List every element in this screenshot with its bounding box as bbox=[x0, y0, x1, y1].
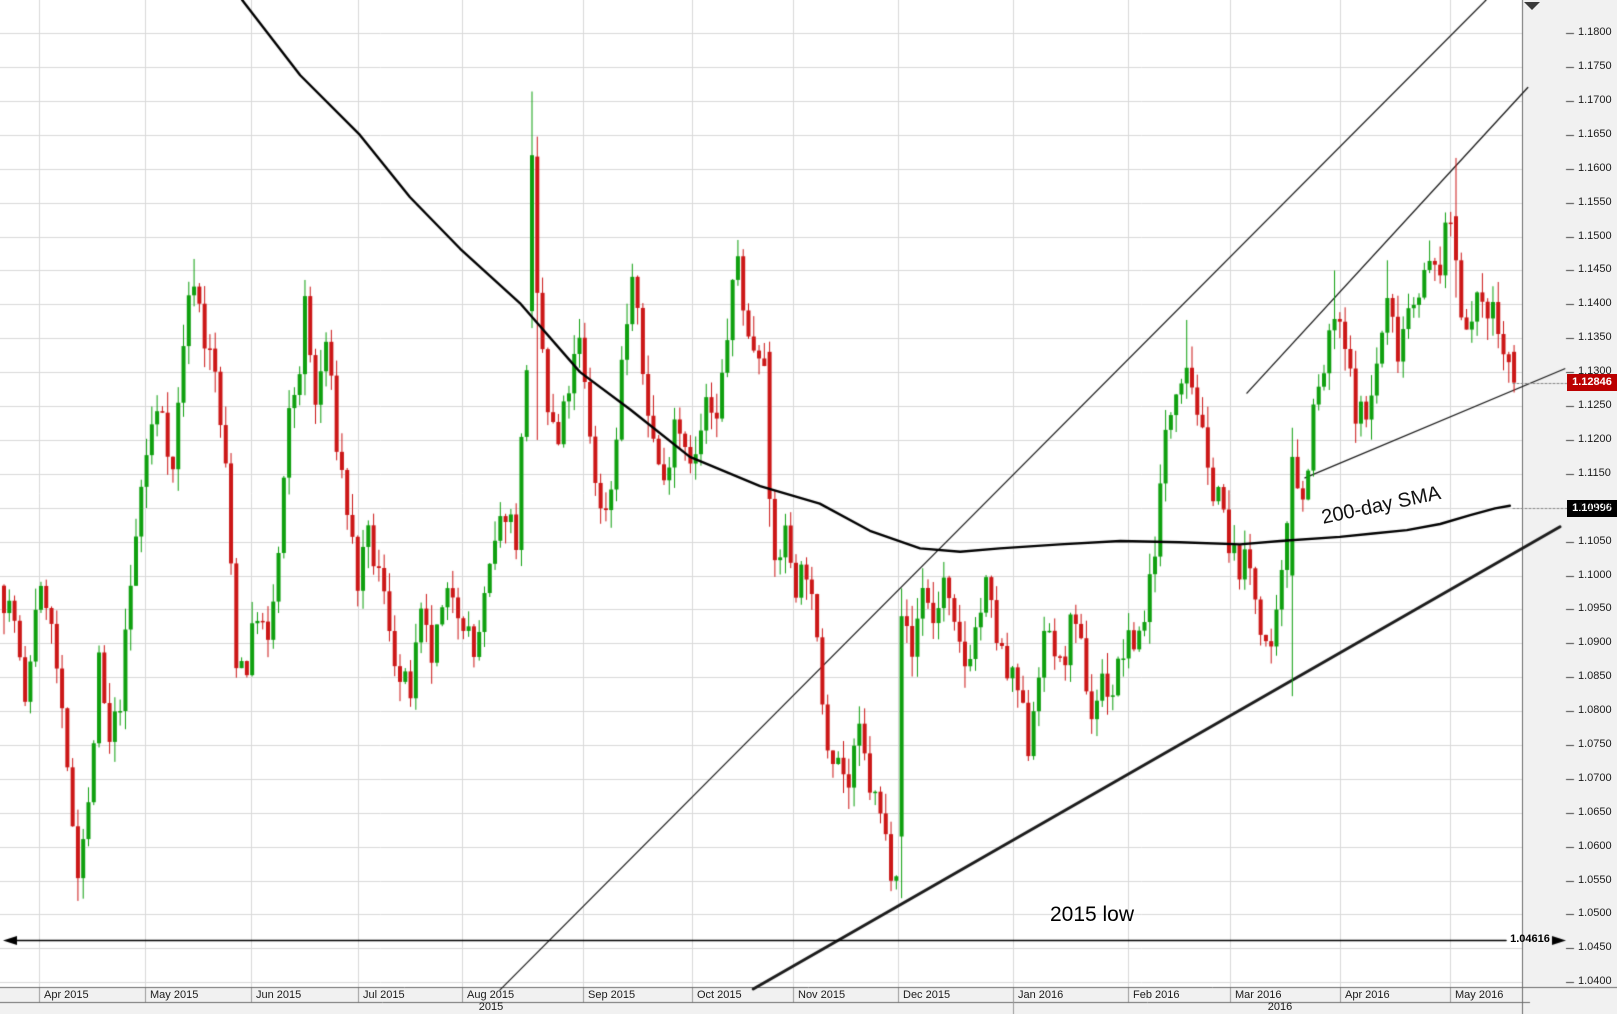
month-axis-label: Oct 2015 bbox=[697, 989, 742, 1001]
year-axis-label: 2015 bbox=[478, 1001, 504, 1013]
price-axis-label: 1.1700 bbox=[1578, 94, 1612, 106]
price-axis-label: 1.0800 bbox=[1578, 704, 1612, 717]
price-axis-label: 1.1600 bbox=[1578, 161, 1612, 174]
month-axis-label: Feb 2016 bbox=[1133, 989, 1180, 1001]
price-axis-label: 1.1400 bbox=[1578, 297, 1612, 310]
month-axis-label: Apr 2015 bbox=[44, 989, 89, 1001]
price-axis-label: 1.1800 bbox=[1578, 26, 1612, 39]
price-axis-label: 1.1750 bbox=[1578, 60, 1612, 73]
price-axis-label: 1.1650 bbox=[1578, 127, 1612, 140]
price-axis-label: 1.1450 bbox=[1578, 263, 1612, 276]
price-axis-label: 1.0850 bbox=[1578, 670, 1612, 683]
month-axis-label: May 2016 bbox=[1455, 989, 1504, 1001]
price-axis-label: 1.0650 bbox=[1578, 805, 1612, 818]
month-axis-label: Aug 2015 bbox=[467, 989, 515, 1001]
price-axis-label: 1.1050 bbox=[1578, 534, 1612, 547]
year-axis-label: 2016 bbox=[1267, 1001, 1293, 1013]
chart-shift-down-icon[interactable] bbox=[1524, 2, 1540, 10]
price-axis-label: 1.0950 bbox=[1578, 602, 1612, 615]
price-axis-label: 1.1100 bbox=[1578, 500, 1611, 513]
price-axis-label: 1.0550 bbox=[1578, 873, 1612, 886]
month-axis-label: Nov 2015 bbox=[798, 989, 846, 1001]
price-axis-label: 1.0700 bbox=[1578, 771, 1612, 784]
month-axis-label: Apr 2016 bbox=[1345, 989, 1390, 1001]
month-axis-label: Jun 2015 bbox=[256, 989, 302, 1001]
price-axis-label: 1.0400 bbox=[1578, 975, 1612, 988]
price-axis-label: 1.1350 bbox=[1578, 331, 1612, 344]
price-axis-label: 1.0600 bbox=[1578, 839, 1612, 852]
month-axis-label: May 2015 bbox=[150, 989, 199, 1001]
price-axis-label: 1.0450 bbox=[1578, 941, 1612, 954]
month-axis-label: Sep 2015 bbox=[588, 989, 636, 1001]
price-axis-label: 1.1200 bbox=[1578, 432, 1612, 445]
price-axis-label: 1.1550 bbox=[1578, 195, 1612, 208]
last-price-tag: 1.12846 bbox=[1567, 374, 1617, 391]
sma-price-tag: 1.10996 bbox=[1567, 500, 1617, 517]
price-axis-label: 1.1250 bbox=[1578, 399, 1612, 412]
price-axis-label: 1.1300 bbox=[1578, 365, 1612, 378]
month-axis-label: Mar 2016 bbox=[1235, 989, 1282, 1001]
month-axis-label: Dec 2015 bbox=[903, 989, 951, 1001]
price-axis-label: 1.0750 bbox=[1578, 737, 1612, 750]
low-annotation-label: 2015 low bbox=[1049, 903, 1135, 926]
low-level-value-label: 1.04616 bbox=[1510, 933, 1550, 945]
price-axis-label: 1.1000 bbox=[1578, 568, 1612, 581]
price-axis-label: 1.0900 bbox=[1578, 636, 1612, 649]
month-axis-label: Jan 2016 bbox=[1018, 989, 1064, 1001]
price-axis-label: 1.1150 bbox=[1578, 466, 1611, 479]
price-axis-label: 1.1500 bbox=[1578, 229, 1612, 242]
price-axis-label: 1.0500 bbox=[1578, 907, 1612, 920]
month-axis-label: Jul 2015 bbox=[363, 989, 405, 1001]
